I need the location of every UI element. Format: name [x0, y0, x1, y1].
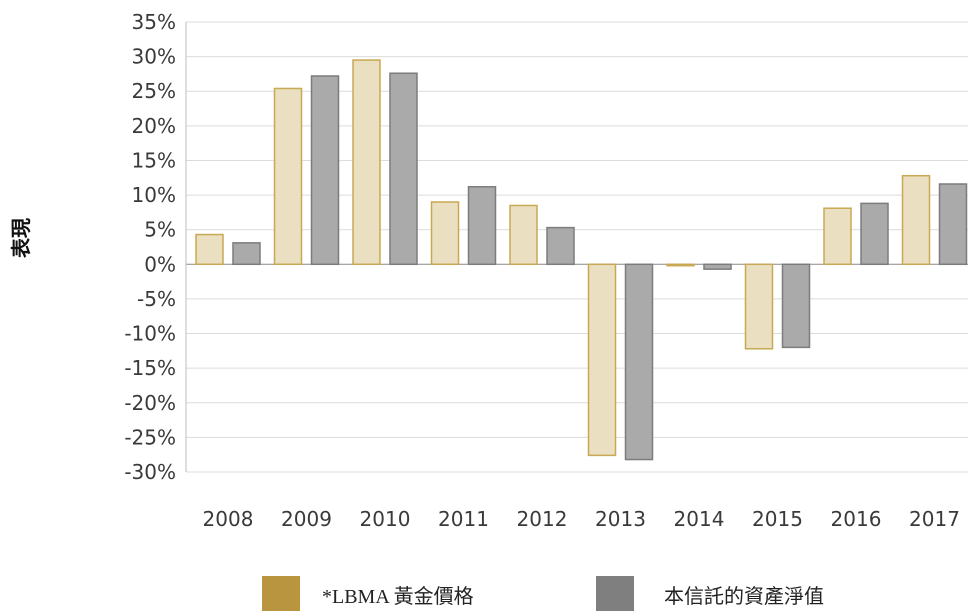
bar-2009-series-1 — [273, 87, 303, 266]
x-tick-label: 2013 — [595, 507, 646, 531]
x-tick-label: 2009 — [281, 507, 332, 531]
y-tick-label: 35% — [132, 10, 176, 34]
bar-2014-series-1 — [666, 263, 695, 267]
bar-2013-series-1 — [587, 263, 617, 457]
y-tick-label: -5% — [137, 287, 176, 311]
bar-2008-series-1 — [195, 233, 224, 266]
x-axis-ticks: 2008 2009 2010 2011 2012 2013 2014 2015 2016 2017 — [203, 507, 960, 531]
legend: *LBMA 黃金價格 本信託的資產淨值 — [262, 576, 824, 611]
bar-2015-series-1 — [744, 263, 774, 350]
y-tick-label: 5% — [144, 218, 176, 242]
y-tick-label: -25% — [124, 425, 176, 449]
y-tick-label: 20% — [132, 114, 176, 138]
x-tick-label: 2016 — [831, 507, 882, 531]
x-tick-label: 2017 — [909, 507, 960, 531]
y-tick-label: -20% — [124, 391, 176, 415]
x-tick-label: 2014 — [674, 507, 725, 531]
bar-2016-series-1 — [823, 207, 852, 266]
bar-2012-series-1 — [509, 204, 538, 266]
bar-2013-series-2 — [624, 263, 654, 461]
bar-2010-series-1 — [352, 59, 381, 266]
legend-swatch-2 — [596, 576, 634, 611]
bar-2012-series-2 — [546, 226, 575, 266]
legend-label-2: 本信託的資產淨值 — [664, 585, 824, 608]
bar-2011-series-2 — [467, 186, 497, 266]
bar-2015-series-2 — [781, 263, 811, 349]
legend-swatch-1 — [262, 576, 300, 611]
y-tick-label: 15% — [132, 148, 176, 172]
bar-2010-series-2 — [389, 72, 418, 266]
y-tick-label: 25% — [132, 79, 176, 103]
x-tick-label: 2008 — [203, 507, 254, 531]
bar-2011-series-1 — [430, 201, 460, 266]
y-axis-ticks: 35% 30% 25% 20% 15% 10% 5% 0% -5% -10% -15% -20% -25… — [124, 10, 176, 484]
y-tick-label: -15% — [124, 356, 176, 380]
y-tick-label: 0% — [144, 252, 176, 276]
x-tick-label: 2015 — [752, 507, 803, 531]
bar-2017-series-2 — [938, 183, 968, 266]
legend-label-1: *LBMA 黃金價格 — [322, 585, 474, 608]
y-tick-label: 30% — [132, 45, 176, 69]
bar-2017-series-1 — [901, 174, 931, 266]
y-tick-label: -30% — [124, 460, 176, 484]
bar-2009-series-2 — [310, 75, 340, 266]
x-tick-label: 2011 — [438, 507, 489, 531]
bar-2014-series-2 — [703, 263, 732, 270]
y-axis-label: 表現 — [9, 218, 33, 258]
y-tick-label: -10% — [124, 322, 176, 346]
bar-2008-series-2 — [232, 242, 261, 266]
x-tick-label: 2010 — [360, 507, 411, 531]
x-tick-label: 2012 — [517, 507, 568, 531]
bar-2016-series-2 — [860, 202, 889, 266]
y-tick-label: 10% — [132, 183, 176, 207]
bars — [195, 59, 968, 461]
